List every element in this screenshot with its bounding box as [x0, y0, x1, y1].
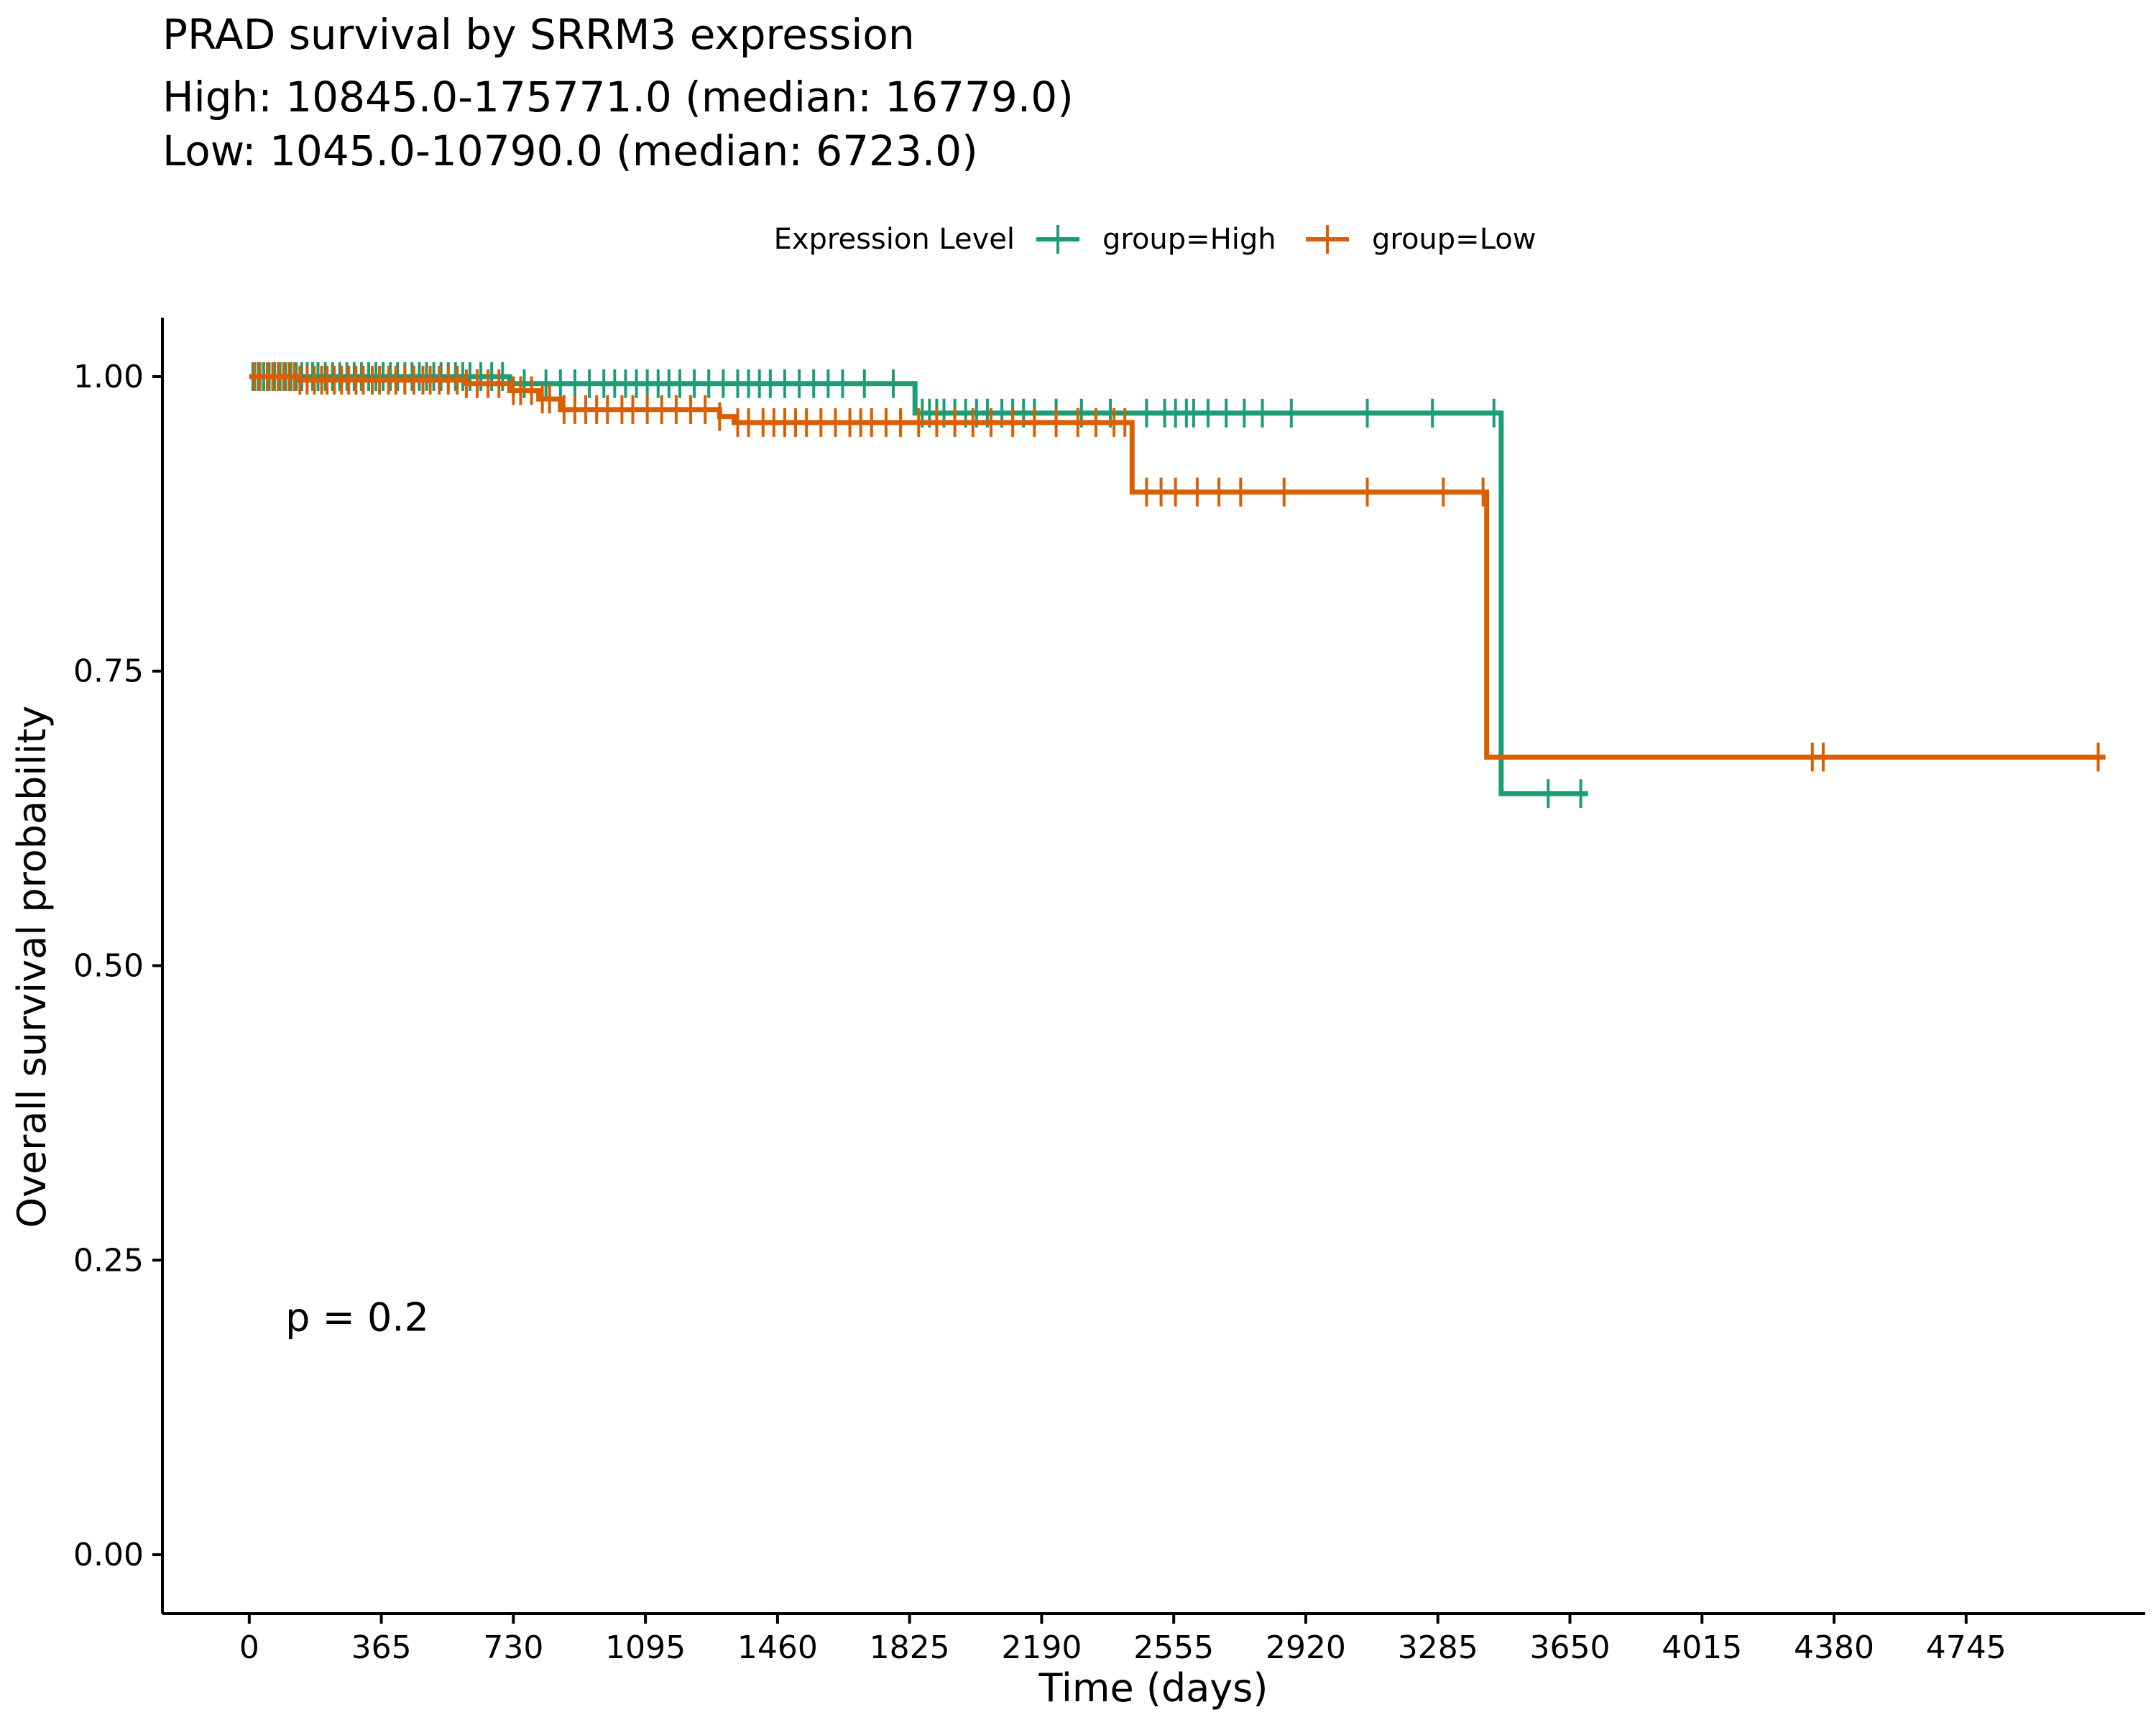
series-layer: [249, 362, 2106, 809]
survival-curve-low: [249, 374, 2106, 760]
x-tick-label: 730: [483, 1629, 543, 1666]
x-tick-label: 2190: [1001, 1629, 1082, 1666]
legend-label-high: group=High: [1102, 223, 1276, 256]
x-tick-label: 4015: [1662, 1629, 1742, 1666]
legend-key-high: [1036, 225, 1079, 254]
x-tick-label: 0: [239, 1629, 259, 1666]
chart-title: PRAD survival by SRRM3 expression: [162, 10, 915, 59]
p-value-annotation: p = 0.2: [285, 1295, 429, 1340]
legend-label-low: group=Low: [1372, 223, 1536, 256]
x-tick-label: 365: [351, 1629, 412, 1666]
x-axis-title: Time (days): [1038, 1665, 1268, 1711]
y-tick-label: 0.75: [73, 653, 144, 690]
x-tick-label: 4745: [1926, 1629, 2007, 1666]
x-tick-label: 1460: [737, 1629, 818, 1666]
series-high: [249, 362, 1588, 809]
x-tick-label: 1825: [870, 1629, 950, 1666]
legend-key-low: [1306, 225, 1349, 254]
x-ticks: 0 365 730 1095 1460 1825 2190 2555 2920 3285 3650 4…: [239, 1614, 2007, 1666]
axes: [161, 318, 2145, 1615]
y-tick-label: 0.25: [73, 1242, 144, 1279]
y-tick-label: 1.00: [73, 359, 144, 395]
x-tick-label: 3650: [1529, 1629, 1610, 1666]
legend-title: Expression Level: [774, 223, 1015, 256]
chart-subtitle-high: High: 10845.0-175771.0 (median: 16779.0): [162, 73, 1074, 121]
series-low: [249, 362, 2106, 772]
x-tick-label: 3285: [1398, 1629, 1478, 1666]
x-tick-label: 2920: [1266, 1629, 1346, 1666]
y-tick-label: 0.00: [73, 1537, 144, 1573]
chart-subtitle-low: Low: 1045.0-10790.0 (median: 6723.0): [162, 126, 978, 175]
y-tick-label: 0.50: [73, 948, 144, 985]
y-axis-title: Overall survival probability: [9, 706, 55, 1228]
x-tick-label: 2555: [1133, 1629, 1214, 1666]
y-ticks: 0.00 0.25 0.50 0.75 1.00: [73, 359, 162, 1573]
survival-curve-high: [249, 374, 1588, 796]
x-tick-label: 4380: [1794, 1629, 1874, 1666]
legend: Expression Level group=High group=Low: [774, 223, 1537, 256]
x-tick-label: 1095: [605, 1629, 686, 1666]
